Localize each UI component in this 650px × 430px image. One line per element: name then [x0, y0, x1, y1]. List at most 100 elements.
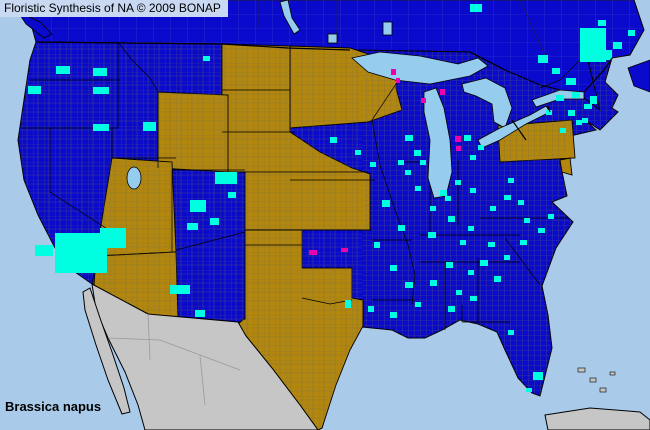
cyan-county-patch [446, 262, 453, 268]
cyan-county-patch [468, 226, 474, 231]
cyan-county-patch [566, 78, 576, 85]
nova-scotia [627, 59, 650, 93]
lakes [126, 0, 585, 199]
cyan-county-patch [494, 276, 501, 282]
cyan-county-patch [430, 206, 436, 211]
cyan-county-patch [35, 245, 53, 256]
state-delaware [559, 157, 573, 176]
cyan-county-patch [546, 110, 552, 115]
canada-border-line [35, 41, 613, 141]
cyan-county-patch [478, 145, 484, 150]
cyan-county-patch [533, 372, 543, 380]
cyan-county-patch [552, 68, 560, 74]
cyan-county-patch [355, 150, 361, 155]
cyan-county-patches [28, 4, 635, 392]
magenta-rare-county-patches [309, 69, 461, 255]
region-cuba [544, 407, 650, 430]
cyan-county-patch [508, 178, 514, 183]
cyan-county-patch [470, 155, 476, 160]
cyan-county-patch [490, 206, 496, 211]
magenta-county-patch [456, 146, 461, 151]
cyan-county-patch [538, 55, 548, 63]
cyan-county-patch [520, 240, 527, 245]
cyan-county-patch [100, 228, 126, 248]
cyan-county-patch [538, 228, 545, 233]
province-borders [257, 0, 546, 56]
lake-nipigon [382, 21, 393, 36]
cyan-county-patch [584, 104, 592, 109]
cyan-county-patch [576, 120, 582, 125]
cyan-county-patch [526, 388, 532, 392]
cyan-county-patch [210, 218, 219, 225]
cyan-county-patch [420, 160, 426, 165]
cyan-county-patch [405, 282, 413, 288]
cyan-county-patch [203, 56, 210, 61]
cyan-county-patch [187, 223, 198, 230]
lake-superior [351, 51, 489, 85]
cyan-county-patch [374, 242, 380, 248]
magenta-county-patch [440, 89, 445, 95]
cyan-county-patch [215, 172, 237, 184]
magenta-county-patch [391, 69, 396, 75]
magenta-county-patch [455, 136, 461, 142]
cyan-county-patch [143, 122, 156, 131]
magenta-county-patch [421, 98, 426, 103]
cyan-county-patch [470, 188, 476, 193]
cyan-county-patch [560, 128, 566, 133]
cyan-county-patch [460, 240, 466, 245]
cyan-county-patch [582, 118, 588, 123]
vancouver-island [16, 11, 53, 39]
lake-of-the-woods [327, 33, 338, 44]
state-borders [22, 29, 613, 330]
cyan-county-patch [195, 310, 205, 317]
cyan-county-patch [524, 218, 530, 223]
cyan-county-patch [470, 296, 477, 301]
lake-huron [461, 77, 513, 129]
baja-california [82, 287, 131, 415]
cyan-county-patch [604, 50, 612, 60]
cyan-county-patch [228, 192, 236, 198]
cyan-county-patch [190, 200, 206, 212]
lake-winnipeg [279, 0, 301, 35]
cyan-county-patch [390, 265, 397, 271]
cyan-county-patch [370, 162, 376, 167]
cyan-county-patch [556, 95, 564, 101]
cyan-county-patch [405, 135, 413, 141]
map-title: Floristic Synthesis of NA © 2009 BONAP [0, 0, 228, 17]
cyan-county-patch [568, 110, 575, 116]
cyan-county-patch [28, 86, 41, 94]
cyan-county-patch [382, 200, 390, 207]
cyan-county-patch [508, 330, 514, 335]
cyan-county-patch [368, 306, 374, 312]
cyan-county-patch [93, 124, 109, 131]
cyan-county-patch [572, 92, 580, 98]
cyan-county-patch [548, 214, 554, 219]
cyan-county-patch [470, 4, 482, 12]
cyan-county-patch [613, 42, 622, 49]
cyan-county-patch [480, 260, 488, 266]
mexico-texture [107, 313, 241, 406]
cyan-county-patch [440, 190, 447, 196]
cyan-county-patch [464, 135, 471, 141]
cyan-county-patch [455, 180, 461, 185]
cyan-county-patch [93, 87, 109, 94]
magenta-county-patch [396, 78, 400, 83]
cyan-county-patch [415, 302, 421, 307]
cyan-county-patch [405, 170, 411, 175]
cyan-county-patch [448, 216, 455, 222]
cyan-county-patch [518, 200, 524, 205]
cyan-county-patch [628, 30, 635, 36]
cyan-county-patch [504, 255, 510, 260]
cyan-county-patch [468, 270, 474, 275]
cyan-county-patch [488, 242, 495, 247]
cyan-county-patch [170, 285, 190, 294]
magenta-county-patch [309, 250, 317, 255]
cyan-county-patch [390, 312, 397, 318]
cyan-county-patch [345, 300, 351, 308]
cyan-county-patch [428, 232, 436, 238]
cyan-county-patch [415, 186, 421, 191]
cyan-county-patch [504, 195, 511, 200]
magenta-county-patch [341, 248, 348, 252]
